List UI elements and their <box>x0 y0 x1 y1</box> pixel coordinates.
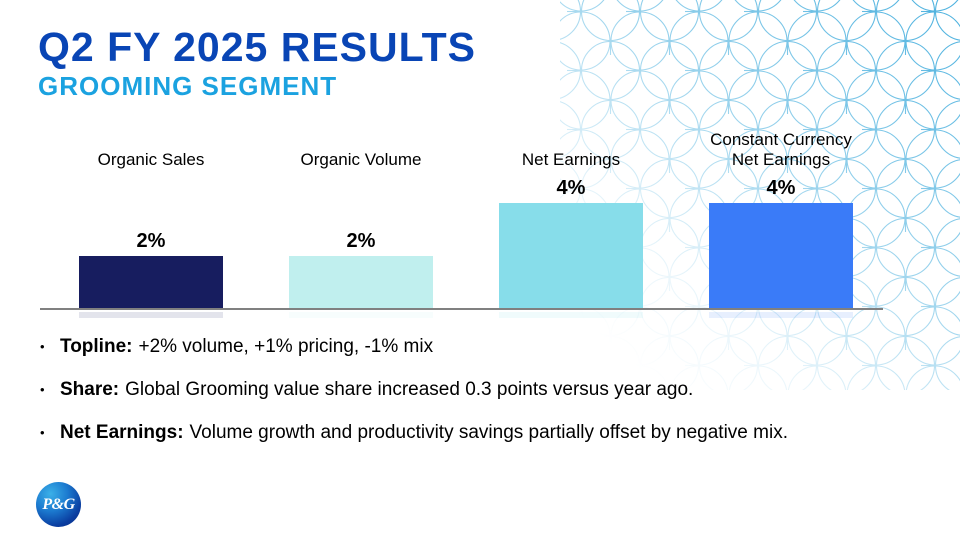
value-label: 2% <box>346 230 376 252</box>
bullet-net-earnings: • Net Earnings: Volume growth and producti… <box>40 420 900 446</box>
bullet-icon: • <box>40 382 45 397</box>
category-label: Constant Currency Net Earnings <box>710 130 852 169</box>
bar-net-earnings <box>499 203 643 318</box>
page-subtitle: GROOMING SEGMENT <box>38 71 338 101</box>
pg-logo-text: P&G <box>42 495 75 513</box>
bar-organic-volume <box>289 256 433 318</box>
bullet-icon: • <box>40 339 45 354</box>
bullet-icon: • <box>40 425 45 440</box>
x-axis-line <box>40 308 883 310</box>
chart-column-net-earnings: Net Earnings 4% <box>499 130 643 318</box>
bullet-topline: • Topline: +2% volume, +1% pricing, -1% mi… <box>40 334 900 360</box>
bullet-label: Net Earnings: <box>60 422 184 443</box>
value-label: 2% <box>136 230 166 252</box>
value-label: 4% <box>766 177 796 199</box>
category-label: Net Earnings <box>521 150 621 169</box>
chart-column-organic-volume: Organic Volume 2% <box>289 130 433 318</box>
bar-organic-sales <box>79 256 223 318</box>
category-label: Organic Sales <box>97 150 205 169</box>
chart-column-organic-sales: Organic Sales 2% <box>79 130 223 318</box>
page-title: Q2 FY 2025 RESULTS <box>38 24 477 70</box>
chart-columns: Organic Sales 2% Organic Volume 2% Net E… <box>79 130 853 318</box>
pg-logo: P&G <box>36 482 81 527</box>
category-label: Organic Volume <box>300 150 422 169</box>
commentary-list: • Topline: +2% volume, +1% pricing, -1% mi… <box>40 334 900 463</box>
bullet-label: Share: <box>60 379 120 400</box>
bullet-share: • Share: Global Grooming value share incre… <box>40 377 900 403</box>
bullet-text: Volume growth and productivity savings p… <box>189 422 788 443</box>
chart-column-constant-currency-net-earnings: Constant Currency Net Earnings 4% <box>709 130 853 318</box>
bullet-text: +2% volume, +1% pricing, -1% mix <box>138 336 434 357</box>
bullet-label: Topline: <box>60 336 133 357</box>
bar-constant-currency-net-earnings <box>709 203 853 318</box>
bullet-text: Global Grooming value share increased 0.… <box>125 379 694 400</box>
value-label: 4% <box>556 177 586 199</box>
